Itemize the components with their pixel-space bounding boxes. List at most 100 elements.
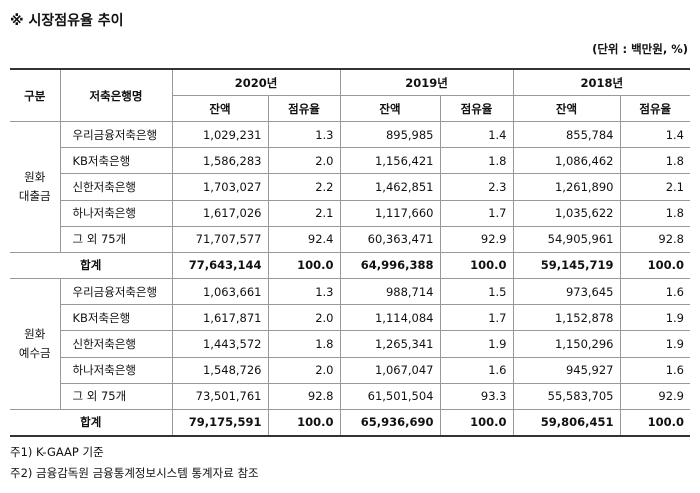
data-row: 그 외 75개 73,501,761 92.8 61,501,504 93.3 55,58… (10, 382, 690, 410)
unit-note: (단위 : 백만원, %) (592, 42, 688, 56)
value-cell: 92.9 (439, 225, 514, 253)
value-cell: 1,462,851 (339, 173, 441, 201)
value-cell: 1.8 (619, 199, 690, 227)
value-cell: 2.0 (267, 147, 341, 175)
bank-name: 우리금융저축은행 (59, 277, 173, 306)
total-value: 100.0 (439, 251, 514, 279)
bank-name: 우리금융저축은행 (59, 120, 173, 149)
total-row: 합계 77,643,144 100.0 64,996,388 100.0 59,145,7… (10, 251, 690, 279)
group-label-line: 원화 (24, 169, 46, 184)
value-cell: 1,156,421 (339, 147, 441, 175)
data-row: 하나저축은행 1,617,026 2.1 1,117,660 1.7 1,035,622 1… (10, 199, 690, 227)
value-cell: 54,905,961 (512, 225, 621, 253)
value-cell: 1.3 (267, 120, 341, 149)
total-value: 77,643,144 (171, 251, 269, 279)
value-cell: 1,117,660 (339, 199, 441, 227)
total-label: 합계 (10, 408, 173, 437)
value-cell: 60,363,471 (339, 225, 441, 253)
value-cell: 1,063,661 (171, 277, 269, 306)
value-cell: 1,114,084 (339, 304, 441, 332)
value-cell: 988,714 (339, 277, 441, 306)
value-cell: 1.5 (439, 277, 514, 306)
value-cell: 2.2 (267, 173, 341, 201)
bank-name: 신한저축은행 (60, 330, 173, 358)
data-row: 그 외 75개 71,707,577 92.4 60,363,471 92.9 54,90… (10, 225, 690, 253)
total-value: 59,806,451 (512, 408, 621, 437)
total-value: 100.0 (619, 408, 690, 437)
data-row: 신한저축은행 1,443,572 1.8 1,265,341 1.9 1,150,296 1… (10, 330, 690, 358)
header-cell: 저축은행명 (59, 68, 173, 122)
value-cell: 1.4 (619, 120, 690, 149)
sub-header: 잔액 (172, 95, 269, 122)
value-cell: 92.9 (619, 382, 690, 410)
value-cell: 1,617,871 (171, 304, 269, 332)
value-cell: 1,035,622 (512, 199, 621, 227)
data-row: 하나저축은행 1,548,726 2.0 1,067,047 1.6 945,927 1.6 (10, 356, 690, 384)
footnote: 주2) 금융감독원 금융통계정보시스템 통계자료 참조 (10, 466, 259, 480)
bank-name: 신한저축은행 (60, 173, 173, 201)
sub-header: 점유율 (619, 95, 690, 122)
value-cell: 1,617,026 (171, 199, 269, 227)
data-row: KB저축은행 1,617,871 2.0 1,114,084 1.7 1,152,878 1… (10, 304, 690, 332)
sub-header: 점유율 (267, 95, 341, 122)
value-cell: 1.7 (439, 199, 514, 227)
value-cell: 1.4 (439, 120, 514, 149)
value-cell: 92.8 (267, 382, 341, 410)
value-cell: 1,152,878 (512, 304, 621, 332)
value-cell: 1.8 (267, 330, 341, 358)
value-cell: 1,265,341 (339, 330, 441, 358)
value-cell: 1,548,726 (171, 356, 269, 384)
value-cell: 1.8 (619, 147, 690, 175)
value-cell: 2.1 (619, 173, 690, 201)
share-table: 구분 저축은행명 2020년 2019년 2018년 잔액 점유율 잔액 점유율 잔액 점유율 원화 대… (10, 68, 690, 437)
bank-name: KB저축은행 (60, 304, 173, 332)
value-cell: 93.3 (439, 382, 514, 410)
bank-name: KB저축은행 (60, 147, 173, 175)
value-cell: 1.6 (439, 356, 514, 384)
value-cell: 1.9 (439, 330, 514, 358)
value-cell: 1.9 (619, 304, 690, 332)
value-cell: 973,645 (512, 277, 621, 306)
table-body: 원화 대출금 우리금융저축은행 1,029,231 1.3 895,985 1.4 855,7… (10, 120, 690, 437)
bank-name: 하나저축은행 (60, 199, 173, 227)
table-header: 구분 저축은행명 2020년 2019년 2018년 잔액 점유율 잔액 점유율 잔액 점유율 (10, 68, 690, 122)
total-value: 100.0 (267, 408, 341, 437)
value-cell: 895,985 (339, 120, 441, 149)
header-row: 구분 저축은행명 2020년 2019년 2018년 (10, 68, 690, 122)
value-cell: 945,927 (512, 356, 621, 384)
group-label: 원화 대출금 (10, 121, 61, 253)
sub-header: 잔액 (512, 95, 621, 122)
title: ※ 시장점유율 추이 (10, 13, 124, 29)
value-cell: 61,501,504 (339, 382, 441, 410)
group-label-line: 원화 (24, 326, 46, 341)
value-cell: 2.1 (267, 199, 341, 227)
value-cell: 1,261,890 (512, 173, 621, 201)
value-cell: 1,586,283 (171, 147, 269, 175)
total-value: 100.0 (267, 251, 341, 279)
header-cell: 구분 (10, 68, 61, 122)
value-cell: 1.6 (619, 277, 690, 306)
footnote: 주1) K-GAAP 기준 (10, 445, 104, 459)
value-cell: 1,029,231 (171, 120, 269, 149)
value-cell: 2.0 (267, 356, 341, 384)
value-cell: 1,067,047 (339, 356, 441, 384)
value-cell: 1,150,296 (512, 330, 621, 358)
value-cell: 1.7 (439, 304, 514, 332)
total-row: 합계 79,175,591 100.0 65,936,690 100.0 59,806,4… (10, 408, 690, 437)
data-row: 원화 대출금 우리금융저축은행 1,029,231 1.3 895,985 1.4 855,7… (10, 120, 690, 253)
value-cell: 2.0 (267, 304, 341, 332)
sub-header: 점유율 (439, 95, 514, 122)
value-cell: 1,703,027 (171, 173, 269, 201)
group-label-line: 예수금 (18, 345, 51, 360)
total-value: 65,936,690 (339, 408, 441, 437)
value-cell: 92.4 (267, 225, 341, 253)
value-cell: 1,443,572 (171, 330, 269, 358)
total-value: 59,145,719 (512, 251, 621, 279)
value-cell: 55,583,705 (512, 382, 621, 410)
total-value: 64,996,388 (339, 251, 441, 279)
year-header: 2020년 (171, 68, 341, 96)
bank-name: 하나저축은행 (60, 356, 173, 384)
value-cell: 73,501,761 (171, 382, 269, 410)
value-cell: 1.9 (619, 330, 690, 358)
